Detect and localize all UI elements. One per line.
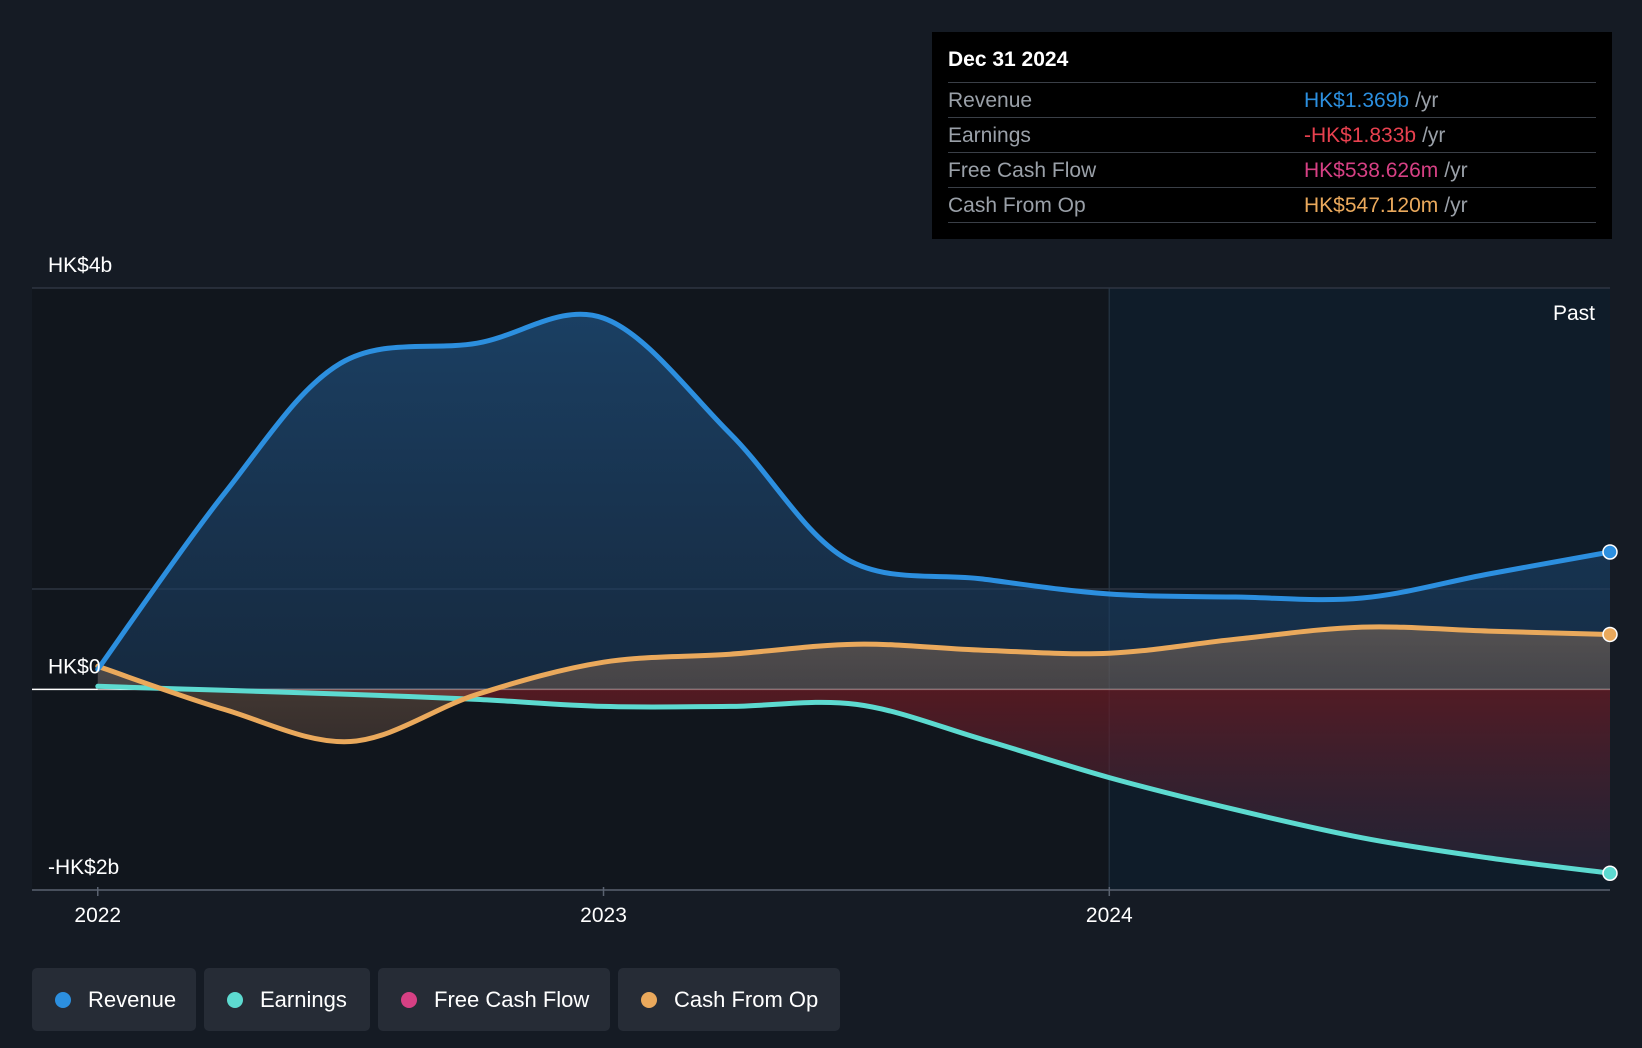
area-earnings [97, 686, 1610, 874]
legend-label: Free Cash Flow [434, 987, 590, 1012]
area-cash-from-op [97, 626, 1610, 742]
tooltip-value: HK$538.626m/yr [1304, 159, 1468, 182]
tooltip-label: Earnings [948, 124, 1031, 147]
legend-item-free-cash-flow[interactable]: Free Cash Flow [378, 968, 610, 1031]
tooltip-label: Free Cash Flow [948, 159, 1097, 182]
x-tick-label: 2024 [1086, 904, 1133, 927]
tooltip-value: HK$547.120m/yr [1304, 194, 1468, 217]
past-label: Past [1553, 302, 1595, 325]
tooltip-value: -HK$1.833b/yr [1304, 124, 1446, 147]
legend-dot-icon [55, 992, 71, 1008]
end-point-revenue [1602, 544, 1618, 560]
tooltip-divider [948, 222, 1596, 223]
x-tick-label: 2022 [74, 904, 121, 927]
legend-dot-icon [641, 992, 657, 1008]
tooltip-row-revenue: Revenue HK$1.369b/yr [948, 82, 1596, 118]
tooltip-label: Revenue [948, 89, 1033, 112]
end-point-earnings [1602, 865, 1618, 881]
legend-label: Earnings [260, 987, 347, 1012]
tooltip-value: HK$1.369b/yr [1304, 89, 1439, 112]
tooltip-row-cash-from-op: Cash From Op HK$547.120m/yr [948, 187, 1596, 223]
line-earnings [95, 683, 1613, 876]
legend-dot-icon [227, 992, 243, 1008]
legend-item-revenue[interactable]: Revenue [32, 968, 196, 1031]
y-tick-label: HK$0 [48, 655, 101, 678]
tooltip-label: Cash From Op [948, 194, 1086, 217]
y-tick-label: HK$4b [48, 254, 112, 277]
line-cash-from-op [95, 624, 1613, 745]
end-point-cash-from-op [1602, 626, 1618, 643]
legend-label: Cash From Op [674, 987, 819, 1012]
tooltip-row-earnings: Earnings -HK$1.833b/yr [948, 117, 1596, 153]
line-revenue [95, 311, 1613, 672]
tooltip-date: Dec 31 2024 [948, 48, 1069, 71]
legend-label: Revenue [88, 987, 177, 1012]
x-tick-label: 2023 [580, 904, 627, 927]
legend-item-cash-from-op[interactable]: Cash From Op [618, 968, 840, 1031]
y-tick-label: -HK$2b [48, 856, 119, 879]
tooltip: Dec 31 2024 Revenue HK$1.369b/yr Earning… [932, 32, 1612, 239]
legend-dot-icon [401, 992, 417, 1008]
legend-item-earnings[interactable]: Earnings [204, 968, 370, 1031]
area-revenue [97, 314, 1610, 690]
tooltip-row-free-cash-flow: Free Cash Flow HK$538.626m/yr [948, 152, 1596, 188]
